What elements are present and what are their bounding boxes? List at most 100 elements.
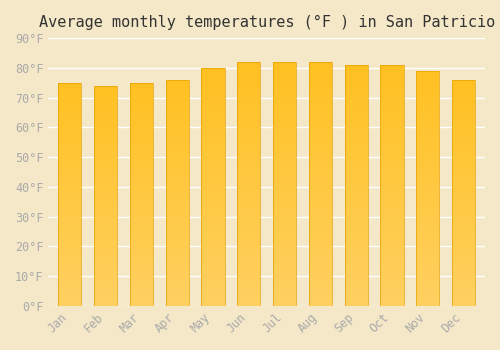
Bar [237,214,260,220]
Bar [94,124,118,130]
Bar [308,226,332,233]
Bar [416,165,440,171]
Bar [308,275,332,281]
Bar [273,288,296,294]
Bar [308,178,332,184]
Bar [94,201,118,207]
Bar [94,245,118,251]
Bar [130,217,153,222]
Bar [58,189,82,194]
Bar [237,300,260,306]
Bar [452,193,475,198]
Bar [58,300,82,306]
Bar [58,144,82,150]
Bar [452,85,475,91]
Bar [166,119,189,125]
Bar [308,214,332,220]
Bar [380,216,404,222]
Bar [94,218,118,223]
Bar [237,226,260,233]
Bar [130,189,153,194]
Bar [237,172,260,178]
Bar [166,170,189,176]
Bar [237,208,260,214]
Bar [416,135,440,141]
Bar [94,295,118,300]
Bar [130,267,153,272]
Bar [416,94,440,100]
Bar [416,265,440,271]
Bar [273,269,296,275]
Bar [416,271,440,276]
Bar [58,278,82,284]
Bar [166,164,189,170]
Bar [202,300,224,306]
Bar [308,190,332,196]
Bar [273,226,296,233]
Bar [166,182,189,187]
Bar [202,163,224,169]
Bar [237,178,260,184]
Bar [58,111,82,116]
Bar [308,62,332,306]
Bar [273,166,296,172]
Bar [202,169,224,175]
Bar [416,118,440,124]
Bar [344,252,368,258]
Bar [380,101,404,107]
Bar [94,91,118,97]
Bar [58,261,82,267]
Bar [202,74,224,80]
Bar [416,247,440,253]
Bar [452,170,475,176]
Bar [344,288,368,294]
Bar [273,196,296,202]
Bar [380,125,404,131]
Bar [380,246,404,252]
Bar [344,197,368,203]
Bar [416,253,440,259]
Bar [202,199,224,205]
Bar [237,245,260,251]
Bar [273,202,296,208]
Bar [452,227,475,232]
Bar [344,149,368,155]
Bar [58,200,82,205]
Bar [58,194,82,200]
Bar [452,221,475,227]
Bar [308,92,332,98]
Bar [237,74,260,80]
Bar [416,83,440,89]
Bar [452,164,475,170]
Bar [344,276,368,282]
Bar [94,240,118,245]
Bar [237,86,260,92]
Bar [380,161,404,167]
Bar [166,187,189,193]
Bar [237,263,260,269]
Bar [416,124,440,130]
Bar [58,239,82,245]
Bar [130,116,153,122]
Bar [416,147,440,153]
Bar [380,270,404,276]
Bar [380,77,404,83]
Bar [273,220,296,226]
Bar [202,121,224,127]
Bar [452,80,475,306]
Bar [130,205,153,211]
Bar [416,224,440,230]
Bar [344,173,368,179]
Bar [344,191,368,197]
Bar [237,135,260,141]
Bar [273,184,296,190]
Bar [344,264,368,270]
Bar [237,281,260,288]
Bar [308,294,332,300]
Bar [308,257,332,263]
Bar [452,278,475,283]
Bar [237,239,260,245]
Bar [344,233,368,240]
Bar [308,98,332,105]
Bar [452,114,475,119]
